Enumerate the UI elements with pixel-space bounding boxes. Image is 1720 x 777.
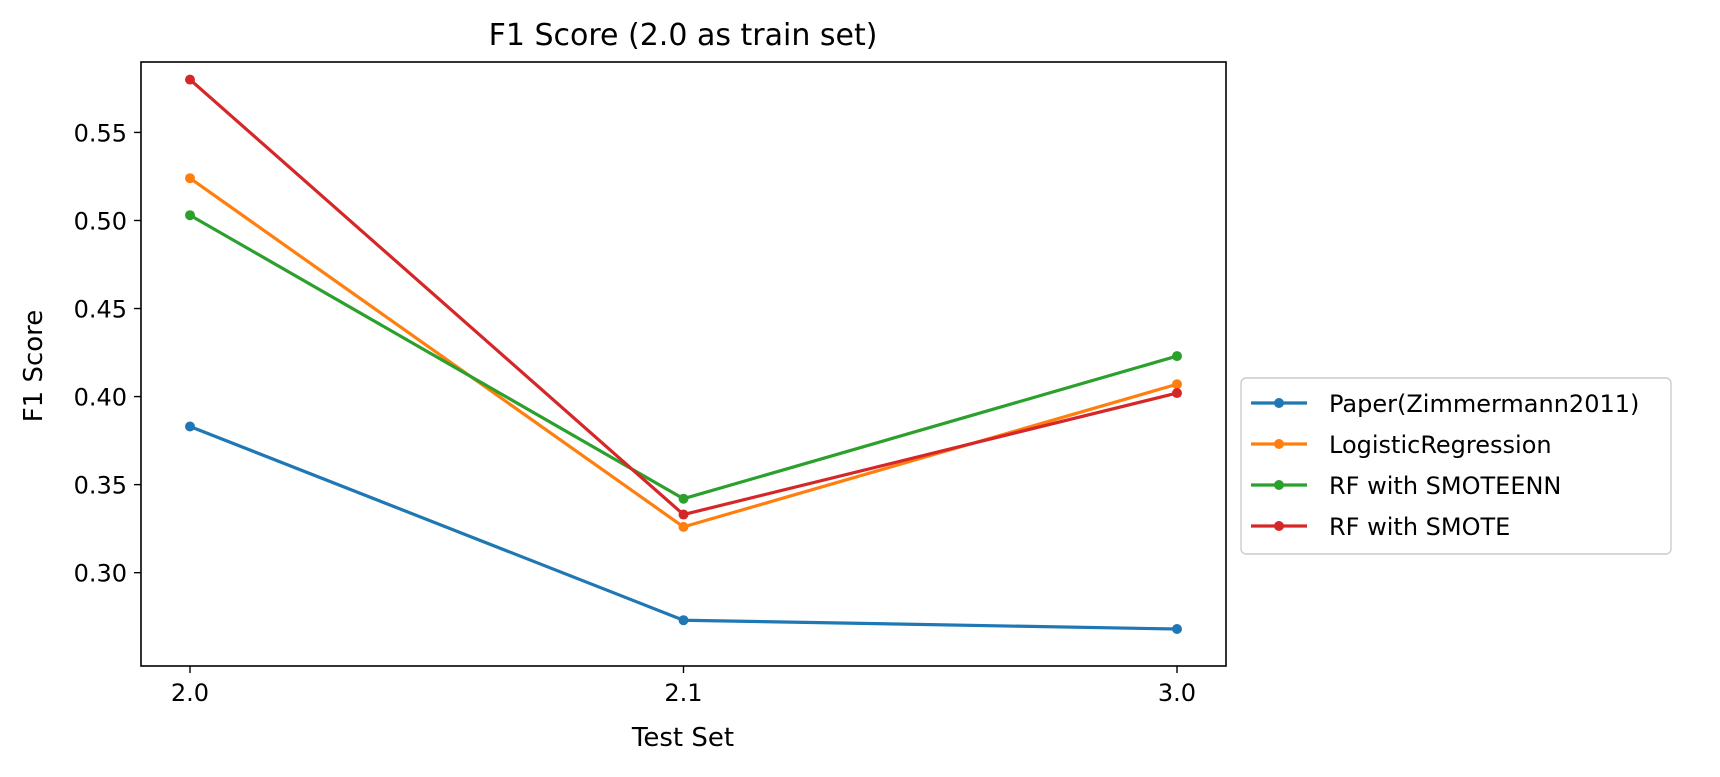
series-layer — [185, 74, 1182, 635]
legend-swatch-marker — [1274, 439, 1284, 449]
x-axis-label: Test Set — [631, 723, 734, 753]
legend-entry-label: Paper(Zimmermann2011) — [1329, 390, 1639, 418]
y-tick-label: 0.35 — [74, 472, 127, 500]
y-axis-label: F1 Score — [19, 310, 49, 423]
legend-entry-label: RF with SMOTE — [1329, 513, 1510, 541]
legend: Paper(Zimmermann2011) LogisticRegression R… — [1240, 377, 1672, 555]
chart-title: F1 Score (2.0 as train set) — [489, 18, 878, 53]
data-point — [185, 74, 195, 85]
series-line-2 — [189, 213, 1178, 501]
x-tick-label: 2.0 — [171, 679, 209, 707]
legend-entry-label: RF with SMOTEENN — [1329, 472, 1561, 500]
data-point — [678, 493, 689, 504]
data-point — [1172, 351, 1182, 362]
data-point — [1172, 379, 1182, 390]
legend-swatch-marker — [1274, 521, 1284, 531]
legend-frame — [1240, 377, 1672, 555]
x-tick-label: 3.0 — [1158, 679, 1196, 707]
series-line-1 — [189, 176, 1178, 529]
data-point — [678, 521, 689, 532]
y-axis-ticks: 0.30 0.35 0.40 0.45 0.50 0.55 — [74, 119, 141, 588]
y-tick-label: 0.50 — [74, 207, 127, 235]
data-point — [185, 421, 195, 432]
x-axis-ticks: 2.0 2.1 3.0 — [171, 666, 1196, 707]
series-line-3 — [188, 78, 1178, 517]
data-point — [1172, 624, 1182, 635]
legend-entry-label: LogisticRegression — [1329, 431, 1552, 459]
y-tick-label: 0.45 — [74, 296, 127, 324]
data-point — [678, 615, 689, 626]
y-tick-label: 0.30 — [74, 560, 127, 588]
data-point — [678, 509, 689, 520]
plot-area — [140, 61, 1227, 667]
x-tick-label: 2.1 — [664, 679, 702, 707]
plot-frame — [140, 61, 1227, 667]
data-point — [1172, 388, 1182, 399]
data-point — [185, 173, 195, 184]
y-tick-label: 0.40 — [74, 384, 127, 412]
legend-swatch-marker — [1274, 480, 1284, 490]
y-tick-label: 0.55 — [74, 119, 127, 147]
data-point — [185, 210, 195, 221]
legend-swatch-marker — [1274, 398, 1284, 408]
